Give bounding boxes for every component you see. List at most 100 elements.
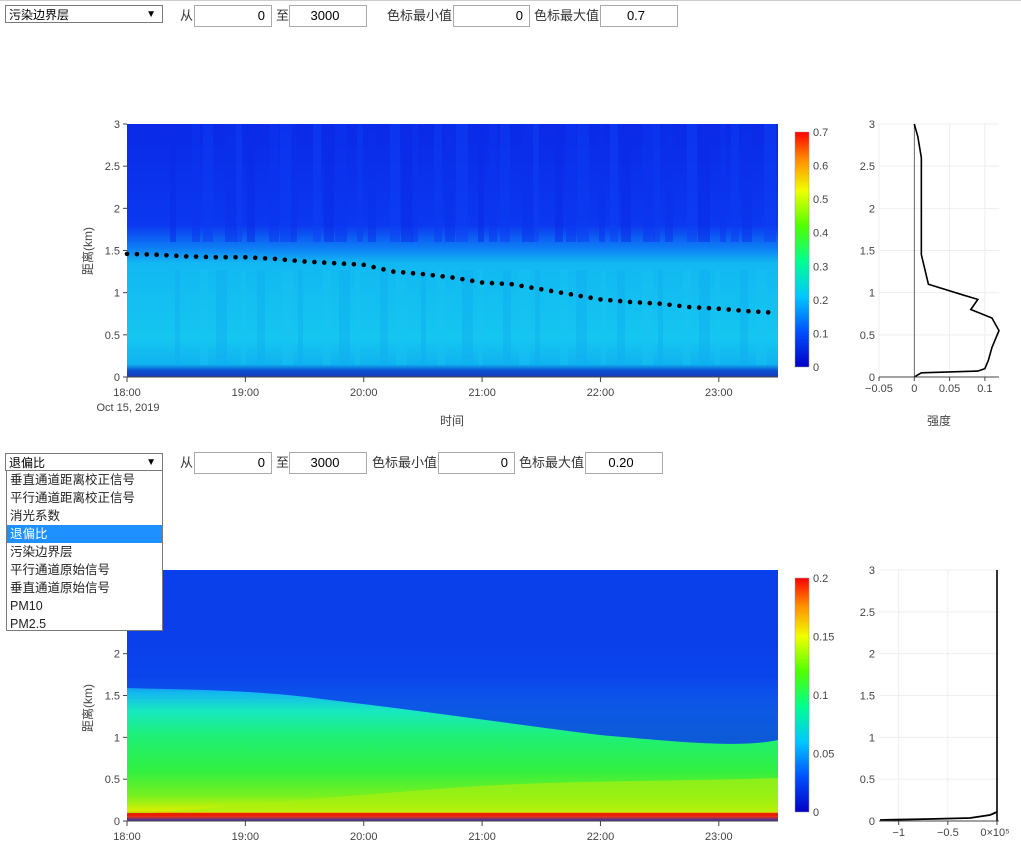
heatmap-1-stripe (621, 124, 631, 242)
boundary-layer-point (430, 272, 436, 278)
heatmap-1-stripes (170, 124, 776, 365)
dropdown-option[interactable]: 垂直通道原始信号 (10, 581, 111, 595)
colorbar-min-label-1: 色标最小值 (387, 8, 453, 23)
colorbar-max-input-2[interactable]: 0.20 (585, 452, 663, 474)
profile-1-line (913, 123, 1000, 378)
heatmap-1-stripe (203, 124, 213, 242)
to-input-2[interactable]: 3000 (289, 452, 367, 474)
colorbar-tick-label: 0.05 (813, 749, 834, 761)
heatmap-1-stripe (175, 270, 180, 365)
heatmap-1-stripe (519, 270, 530, 365)
to-label-1: 至 (276, 8, 290, 23)
profile-1-y-tick-label: 1.5 (860, 246, 875, 258)
to-input-1[interactable]: 3000 (289, 5, 367, 27)
profile-1-y-tick-label: 0 (869, 372, 875, 384)
boundary-layer-point (213, 254, 219, 260)
heatmap-1-stripe (522, 124, 534, 242)
colorbar-min-input-1[interactable]: 0 (453, 5, 530, 27)
boundary-layer-point (341, 261, 347, 267)
variable-select-1-value: 污染边界层 (9, 8, 70, 22)
chevron-down-icon: ▼ (146, 9, 156, 20)
dropdown-option[interactable]: 平行通道距离校正信号 (10, 491, 136, 505)
heatmap-2-surface-layer (127, 813, 778, 816)
heatmap-1-stripe (617, 270, 625, 365)
boundary-layer-point (154, 252, 159, 258)
profile-1 (878, 123, 1000, 378)
heatmap-1-stripe (401, 124, 413, 242)
boundary-layer-point (489, 280, 495, 286)
dropdown-option[interactable]: 垂直通道距离校正信号 (10, 473, 136, 487)
heatmap-1-stripe (323, 270, 331, 365)
boundary-layer-point (124, 251, 130, 257)
heatmap-1-stripe (390, 124, 400, 242)
heatmap-1-stripe (533, 124, 539, 242)
boundary-layer-point (578, 293, 584, 299)
x-tick-label: 18:00 (113, 831, 141, 843)
colorbar-min-input-2[interactable]: 0 (438, 452, 515, 474)
boundary-layer-point (529, 285, 534, 290)
profile-1-axes: 00.511.522.53−0.05 0 0.05 0.1 (860, 119, 999, 395)
colorbar-2-ticks: 0 0.05 0.1 0.15 0.2 (813, 573, 834, 819)
x-tick-label: 18:00 (113, 387, 141, 399)
boundary-layer-point (677, 303, 682, 309)
boundary-layer-point (312, 259, 317, 265)
boundary-layer-point (193, 254, 199, 259)
boundary-layer-point (331, 260, 337, 266)
boundary-layer-point (479, 280, 485, 285)
boundary-layer-point (282, 257, 288, 263)
from-input-2[interactable]: 0 (194, 452, 272, 474)
boundary-layer-point (272, 256, 278, 262)
colorbar-1 (794, 131, 810, 368)
boundary-layer-point (765, 310, 771, 315)
heatmap-1-stripe (720, 124, 726, 242)
dropdown-option[interactable]: 退偏比 (7, 525, 162, 543)
boundary-layer-point (321, 260, 327, 265)
heatmap-1-stripe (610, 124, 618, 242)
x-tick-label: 21:00 (468, 387, 496, 399)
x-tick-label: 20:00 (350, 387, 378, 399)
profile-2-x-tick-label: −0.5 (937, 827, 959, 839)
heatmap-2-ylabel: 距离(km) (80, 684, 95, 732)
dropdown-option[interactable]: 消光系数 (10, 509, 61, 523)
dropdown-option[interactable]: PM10 (10, 599, 43, 613)
variable-dropdown-list[interactable]: 垂直通道距离校正信号 平行通道距离校正信号 消光系数退偏比污染边界层平行通道原始信号… (6, 470, 163, 631)
boundary-layer-point (420, 271, 426, 277)
dropdown-option[interactable]: 平行通道原始信号 (10, 563, 111, 577)
heatmap-1-stripe (500, 124, 510, 242)
x-tick-label: 23:00 (705, 387, 733, 399)
heatmap-1-stripe (445, 124, 455, 242)
heatmap-1-stripe (715, 270, 720, 365)
dropdown-option[interactable]: PM2.5 (10, 617, 47, 631)
profile-1-y-tick-label: 2 (869, 203, 875, 215)
boundary-layer-point (519, 283, 524, 289)
top-divider (0, 0, 1021, 1)
colorbar-tick-label: 0.2 (813, 573, 828, 585)
heatmap-1-stripe (699, 270, 710, 365)
boundary-layer-point (410, 270, 416, 276)
variable-select-1[interactable]: 污染边界层 ▼ (5, 5, 163, 23)
boundary-layer-point (164, 252, 169, 258)
heatmap-1-stripe (731, 124, 739, 242)
heatmap-1-stripe (282, 270, 293, 365)
heatmap-1-stripe (200, 270, 208, 365)
from-input-1[interactable]: 0 (194, 5, 272, 27)
colorbar-tick-label: 0.6 (813, 161, 828, 173)
heatmap-1-stripe (437, 270, 445, 365)
heatmap-1-stripe (357, 124, 363, 242)
colorbar-max-label-2: 色标最大值 (519, 455, 585, 470)
profile-2-y-tick-label: 0.5 (860, 774, 875, 786)
profile-2-x-tick-label: 0×10⁵ (980, 827, 1009, 839)
boundary-layer-point (292, 258, 297, 263)
colorbar-max-input-1[interactable]: 0.7 (600, 5, 678, 27)
colorbar-tick-label: 0 (813, 362, 819, 374)
x-tick-label: 22:00 (587, 387, 615, 399)
boundary-layer-point (627, 299, 633, 305)
heatmap-1-stripe (658, 270, 663, 365)
y-tick-label: 1.5 (105, 246, 120, 258)
profile-2-y-tick-label: 1.5 (860, 691, 875, 703)
dropdown-option[interactable]: 污染边界层 (10, 545, 73, 559)
heatmap-1-stripe (456, 124, 468, 242)
boundary-layer-point (706, 305, 712, 311)
boundary-layer-point (538, 286, 544, 292)
profile-1-xlabel: 强度 (927, 413, 951, 428)
